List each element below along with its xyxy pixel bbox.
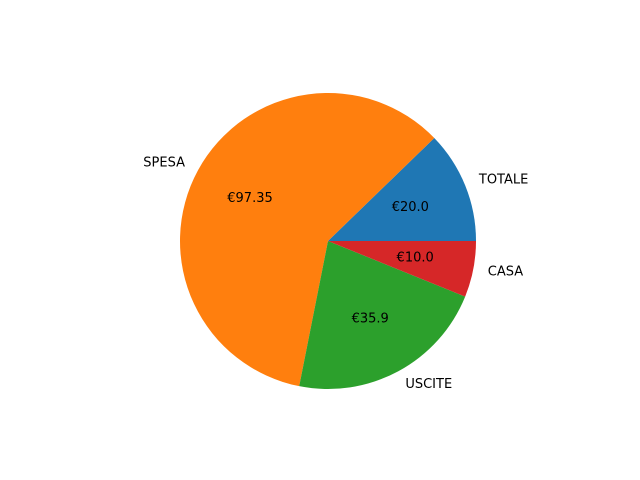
pie-value-label-spesa: €97.35 [227, 191, 273, 206]
pie-value-label-totale: €20.0 [392, 200, 429, 215]
labels-layer: TOTALE €20.0 SPESA €97.35 USCITE €35.9 CASA €10… [143, 156, 528, 392]
pie-value-label-casa: €10.0 [397, 250, 434, 265]
pie-label-totale: TOTALE [478, 172, 528, 187]
pie-slice-casa [328, 241, 476, 297]
slices-layer [179, 92, 476, 389]
pie-label-uscite: USCITE [405, 377, 452, 392]
pie-slice-uscite [299, 241, 466, 389]
pie-slice-spesa [179, 92, 435, 387]
pie-label-spesa: SPESA [143, 156, 185, 171]
pie-label-casa: CASA [488, 265, 523, 280]
pie-slice-totale [328, 137, 476, 241]
pie-value-label-uscite: €35.9 [352, 312, 389, 327]
